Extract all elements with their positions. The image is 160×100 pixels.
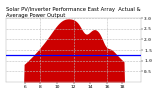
Text: Solar PV/Inverter Performance East Array  Actual & Average Power Output: Solar PV/Inverter Performance East Array… (6, 7, 141, 18)
